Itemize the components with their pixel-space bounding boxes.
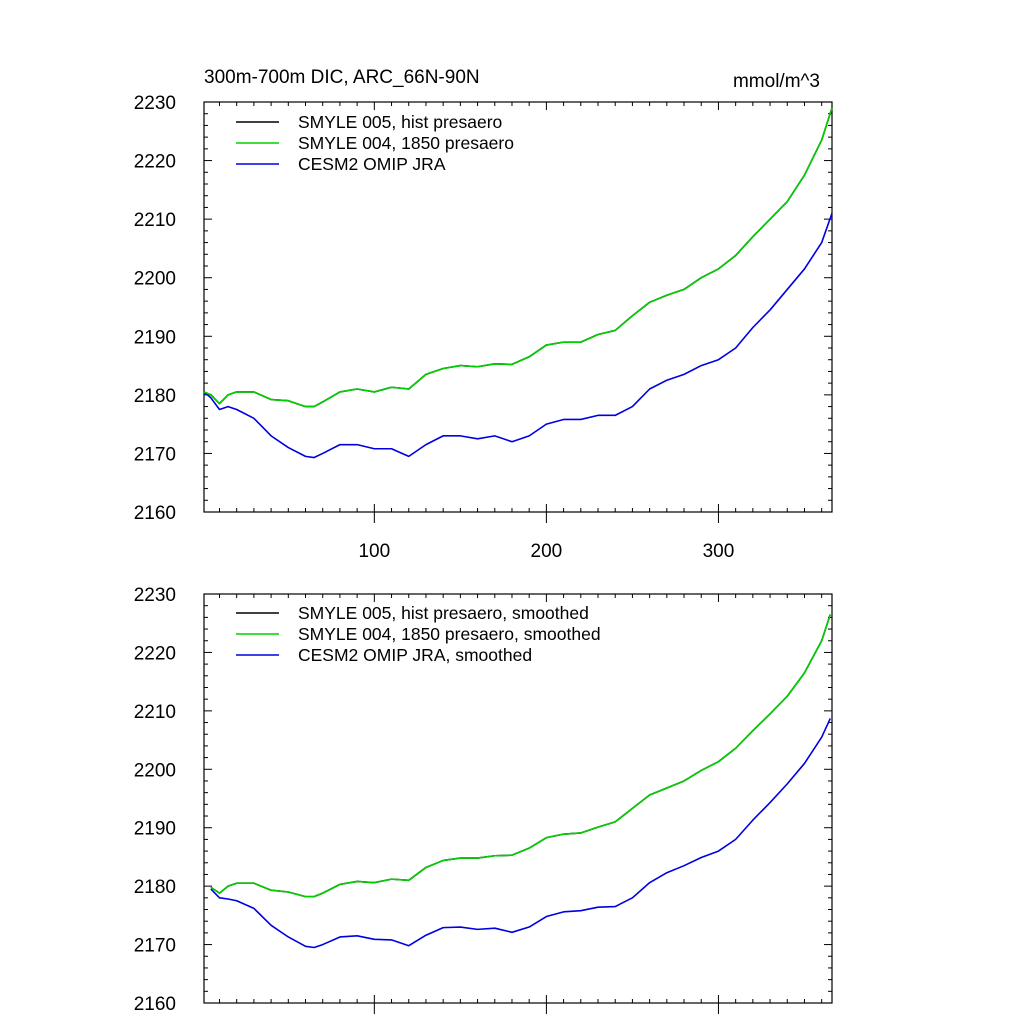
y-tick-label: 2160 <box>134 503 176 524</box>
legend-label-smyle-005: SMYLE 005, hist presaero <box>298 112 502 132</box>
y-tick-label: 2170 <box>134 444 176 465</box>
y-tick-label: 2190 <box>134 819 176 840</box>
plot-frame <box>203 101 833 513</box>
legend-label-smyle-004-smoothed: SMYLE 004, 1850 presaero, smoothed <box>298 624 601 644</box>
legend-label-smyle-005-smoothed: SMYLE 005, hist presaero, smoothed <box>298 603 589 623</box>
series-line-1 <box>210 614 832 898</box>
bottom-panel: SMYLE 005, hist presaero, smoothed SMYLE… <box>134 585 833 1015</box>
x-tick-label: 200 <box>531 541 563 562</box>
y-tick-label: 2180 <box>134 877 176 898</box>
y-tick-label: 2160 <box>134 994 176 1015</box>
legend-label-cesm2-omip-jra-smoothed: CESM2 OMIP JRA, smoothed <box>298 645 532 665</box>
legend-label-smyle-004: SMYLE 004, 1850 presaero <box>298 133 514 153</box>
y-tick-label: 2230 <box>134 585 176 606</box>
axes: 2160 2170 2180 2190 2200 2210 2220 2230 <box>134 585 833 1015</box>
units-label: mmol/m^3 <box>733 71 820 92</box>
y-tick-label: 2200 <box>134 760 176 781</box>
y-tick-label: 2180 <box>134 386 176 407</box>
y-tick-label: 2170 <box>134 936 176 957</box>
series-lines <box>203 107 833 459</box>
legend: SMYLE 005, hist presaero SMYLE 004, 1850… <box>236 112 514 174</box>
y-tick-label: 2230 <box>134 93 176 114</box>
chart-title: 300m-700m DIC, ARC_66N-90N <box>204 67 480 88</box>
plot-frame <box>203 593 833 1004</box>
x-tick-label: 100 <box>358 541 390 562</box>
y-tick-label: 2210 <box>134 210 176 231</box>
series-line-2 <box>203 213 833 459</box>
legend: SMYLE 005, hist presaero, smoothed SMYLE… <box>236 603 601 665</box>
x-tick-label: 300 <box>703 541 735 562</box>
top-panel: 300m-700m DIC, ARC_66N-90N mmol/m^3 SMYL… <box>134 67 833 562</box>
legend-label-cesm2-omip-jra: CESM2 OMIP JRA <box>298 154 446 174</box>
axes: 2160 2170 2180 2190 2200 2210 2220 2230 100 200 30… <box>134 93 833 562</box>
series-lines <box>210 614 832 949</box>
y-tick-label: 2220 <box>134 643 176 664</box>
y-tick-label: 2190 <box>134 327 176 348</box>
series-line-1 <box>203 107 833 408</box>
y-tick-label: 2220 <box>134 152 176 173</box>
y-tick-label: 2210 <box>134 702 176 723</box>
y-tick-label: 2200 <box>134 269 176 290</box>
series-line-2 <box>210 718 832 949</box>
